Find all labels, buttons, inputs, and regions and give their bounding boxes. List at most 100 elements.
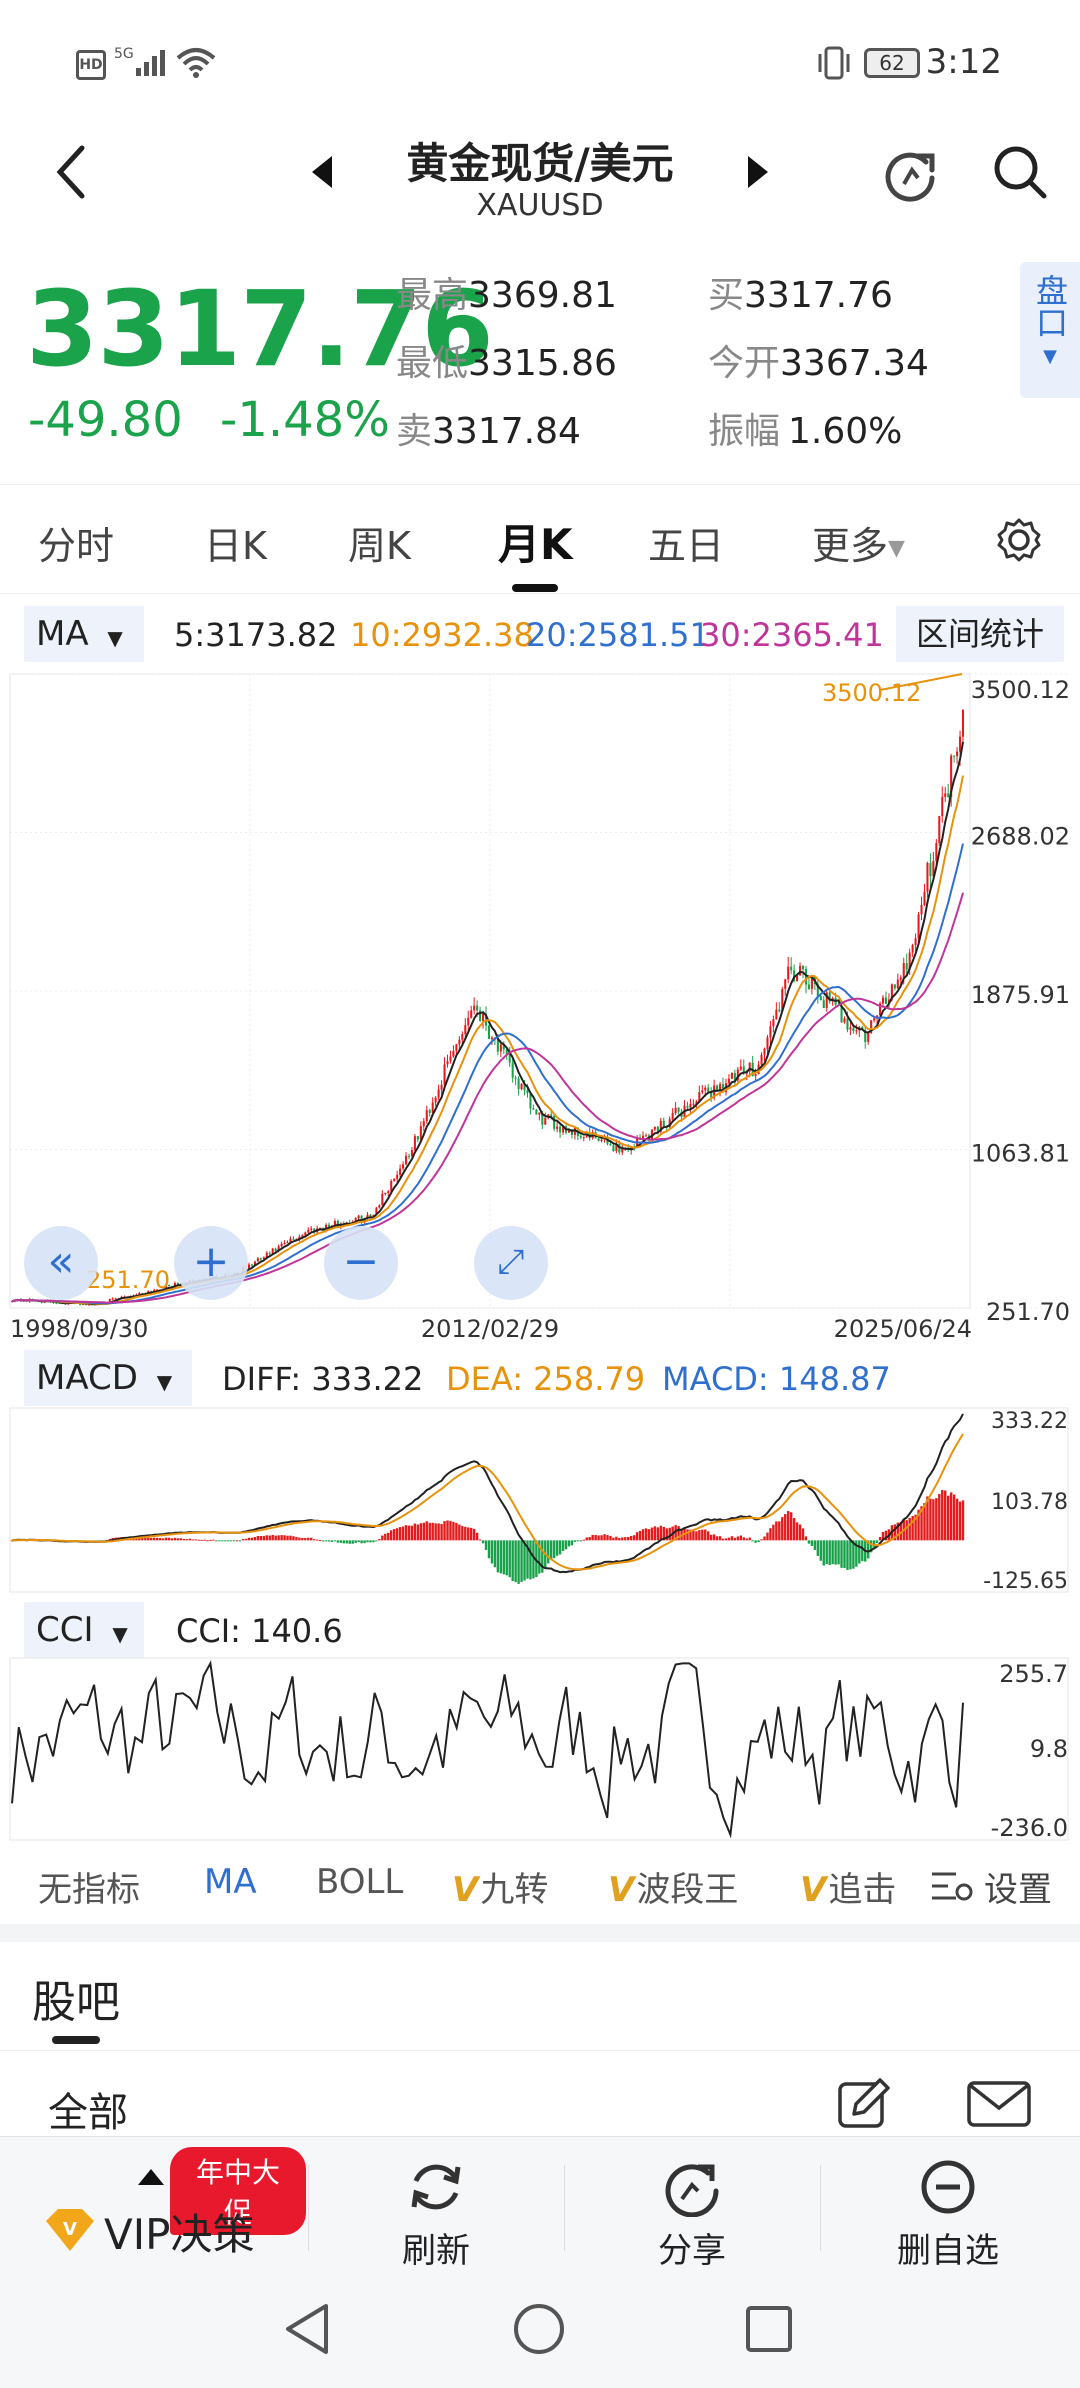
indicator-jiuzhuan[interactable]: 九转 xyxy=(452,1862,548,1911)
indicator-boll[interactable]: BOLL xyxy=(316,1862,404,1902)
macd-bar xyxy=(315,1539,319,1541)
indicator-zhuiji[interactable]: 追击 xyxy=(800,1862,924,1911)
section-divider xyxy=(0,1924,1080,1942)
forum-filter-all[interactable]: 全部 xyxy=(48,2090,128,2136)
macd-bar xyxy=(908,1517,911,1541)
candle xyxy=(707,1087,710,1092)
indicator-boduanwang[interactable]: 波段王 xyxy=(608,1862,738,1911)
candle xyxy=(114,1298,117,1300)
macd-bar xyxy=(505,1540,508,1576)
indicator-settings-button[interactable]: 设置 xyxy=(924,1850,1080,1924)
candle xyxy=(597,1138,600,1141)
buy-label: 买 xyxy=(708,275,745,316)
prev-instrument-icon[interactable] xyxy=(306,152,336,192)
ma-selector[interactable]: MA ▼ xyxy=(24,606,144,662)
tab-more[interactable]: 更多▼ xyxy=(812,515,905,570)
candle xyxy=(890,984,893,1000)
macd-bar xyxy=(828,1540,831,1566)
vip-decision-button[interactable]: 年中大促 V VIP决策 xyxy=(0,2137,306,2269)
cci-selector[interactable]: CCI ▼ xyxy=(24,1602,144,1658)
nav-recents-icon[interactable] xyxy=(744,2304,794,2354)
remove-watchlist-button[interactable]: 删自选 xyxy=(820,2137,1076,2271)
tab-monthly-k[interactable]: 月K xyxy=(498,520,573,569)
share-button[interactable]: 分享 xyxy=(564,2137,820,2271)
candle xyxy=(914,938,917,946)
macd-bar xyxy=(831,1540,834,1565)
next-instrument-icon[interactable] xyxy=(744,152,774,192)
macd-bar xyxy=(481,1540,485,1544)
diff-line xyxy=(11,1413,964,1574)
macd-bar xyxy=(588,1537,591,1541)
macd-bar xyxy=(351,1540,354,1544)
macd-bar xyxy=(784,1514,787,1541)
candle xyxy=(357,1215,360,1219)
order-book-button[interactable]: 盘口 ▼ xyxy=(1020,262,1080,398)
macd-bar xyxy=(801,1528,805,1541)
tab-daily-k[interactable]: 日K xyxy=(204,524,267,568)
macd-bar xyxy=(271,1534,274,1541)
candle xyxy=(615,1143,618,1152)
zoom-in-button[interactable]: + xyxy=(174,1226,248,1300)
tab-weekly-k[interactable]: 周K xyxy=(348,524,411,568)
edit-post-icon[interactable] xyxy=(836,2076,892,2132)
macd-bar xyxy=(704,1529,707,1541)
macd-bar xyxy=(238,1540,242,1542)
y-tick-label: 251.70 xyxy=(986,1298,1070,1326)
candle xyxy=(742,1066,745,1074)
nav-home-icon[interactable] xyxy=(512,2302,566,2356)
macd-bar xyxy=(10,1540,14,1542)
indicator-none[interactable]: 无指标 xyxy=(38,1870,140,1910)
cci-value: CCI: 140.6 xyxy=(176,1612,343,1650)
macd-bar xyxy=(419,1523,423,1541)
candle xyxy=(404,1155,408,1165)
forum-title[interactable]: 股吧 xyxy=(32,1977,120,2028)
macd-selector[interactable]: MACD ▼ xyxy=(24,1350,192,1406)
mail-icon[interactable] xyxy=(966,2080,1032,2128)
open-stat: 今开3367.34 xyxy=(708,334,929,386)
tab-more-label: 更多 xyxy=(812,524,889,568)
macd-bar xyxy=(538,1540,541,1574)
macd-bar xyxy=(259,1536,263,1541)
macd-bar xyxy=(775,1521,778,1541)
macd-bar xyxy=(778,1521,781,1541)
range-stats-button[interactable]: 区间统计 xyxy=(896,606,1064,662)
candle xyxy=(642,1135,645,1140)
macd-bar xyxy=(926,1496,929,1541)
instrument-name: 黄金现货/美元 xyxy=(406,139,674,188)
tab-intraday[interactable]: 分时 xyxy=(38,524,115,568)
macd-bar xyxy=(866,1540,870,1559)
candle xyxy=(582,1136,585,1138)
macd-bar xyxy=(167,1537,171,1541)
macd-bar xyxy=(478,1539,482,1541)
candle xyxy=(274,1248,277,1252)
nav-back-icon[interactable] xyxy=(282,2302,332,2356)
zoom-out-button[interactable]: − xyxy=(324,1226,398,1300)
macd-bar xyxy=(392,1529,396,1541)
tab-five-day[interactable]: 五日 xyxy=(648,524,725,568)
candle xyxy=(425,1110,428,1122)
macd-bar xyxy=(280,1535,283,1541)
candlestick-chart[interactable]: 3500.12 2688.02 1875.91 1063.81 251.70 3500.1… xyxy=(0,668,1080,1348)
fullscreen-button[interactable]: ⤢ xyxy=(474,1226,548,1300)
macd-bar xyxy=(407,1525,411,1541)
gear-icon[interactable] xyxy=(996,517,1042,563)
back-icon[interactable] xyxy=(52,142,92,202)
refresh-button[interactable]: 刷新 xyxy=(308,2137,564,2271)
candle xyxy=(701,1090,704,1093)
candle xyxy=(360,1215,363,1223)
search-icon[interactable] xyxy=(990,142,1050,202)
candle xyxy=(82,1303,85,1305)
macd-bar xyxy=(354,1540,357,1543)
divider xyxy=(820,2165,821,2251)
macd-bar xyxy=(215,1540,218,1542)
indicator-ma[interactable]: MA xyxy=(204,1862,257,1902)
candle xyxy=(333,1220,336,1226)
candle xyxy=(799,965,802,976)
candle xyxy=(867,1032,870,1042)
candle xyxy=(760,1054,763,1065)
macd-bar xyxy=(541,1540,544,1573)
refresh-share-icon[interactable] xyxy=(882,144,942,204)
scroll-left-button[interactable]: « xyxy=(24,1226,98,1300)
refresh-label: 刷新 xyxy=(402,2231,470,2271)
ma20-line xyxy=(11,843,964,1305)
